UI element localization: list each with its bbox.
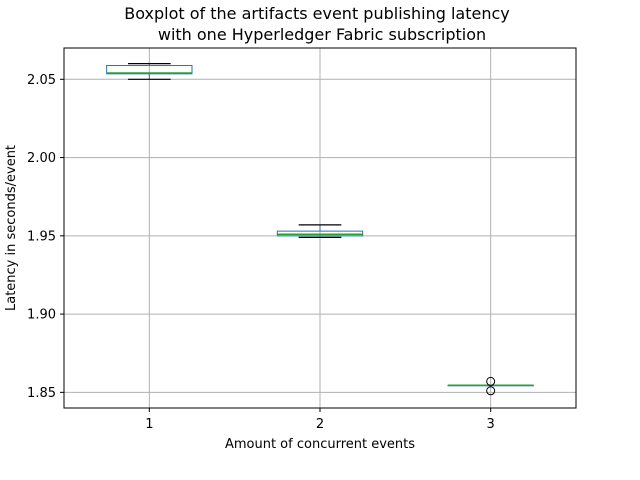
plot-frame [63, 47, 577, 409]
y-tick-label: 1.85 [27, 386, 56, 401]
box-1 [106, 63, 193, 80]
y-tick-label: 2.05 [27, 73, 56, 88]
chart-title-line-2: with one Hyperledger Fabric subscription [158, 25, 486, 44]
y-tick-label: 1.90 [27, 308, 56, 323]
axis-ticks: 1.85 1.90 1.95 2.00 2.05 1 2 3 [27, 73, 495, 432]
x-tick-label: 3 [487, 417, 495, 432]
y-tick-label: 2.00 [27, 151, 56, 166]
box-iqr [276, 230, 364, 237]
x-axis-label: Amount of concurrent events [225, 437, 415, 452]
y-tick-label: 1.95 [27, 229, 56, 244]
box-iqr [106, 65, 193, 75]
x-tick-label: 2 [316, 417, 324, 432]
y-axis-label: Latency in seconds/event [4, 145, 19, 311]
box-2 [276, 224, 364, 238]
chart-title-line-1: Boxplot of the artifacts event publishin… [124, 4, 509, 23]
box-series [106, 63, 534, 396]
outlier-point [486, 376, 496, 386]
outlier-point [486, 386, 496, 396]
box-3 [447, 376, 534, 396]
x-tick-label: 1 [145, 417, 153, 432]
